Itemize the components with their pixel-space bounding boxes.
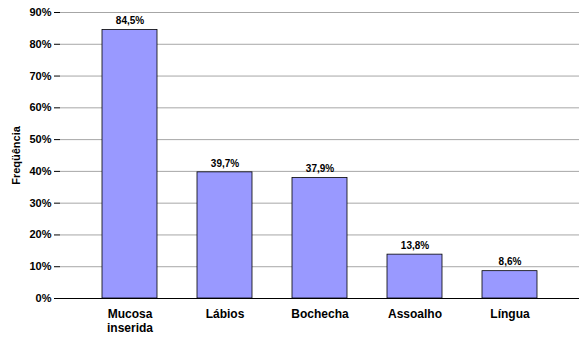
svg-text:60%: 60%	[29, 101, 51, 113]
svg-text:Lábios: Lábios	[206, 307, 245, 321]
svg-text:70%: 70%	[29, 70, 51, 82]
svg-text:8,6%: 8,6%	[499, 256, 522, 267]
svg-text:Freqüência: Freqüência	[10, 125, 22, 185]
svg-text:40%: 40%	[29, 165, 51, 177]
svg-text:Mucosainserida: Mucosainserida	[107, 307, 153, 335]
svg-text:13,8%: 13,8%	[401, 240, 429, 251]
svg-text:50%: 50%	[29, 133, 51, 145]
svg-text:10%: 10%	[29, 260, 51, 272]
svg-text:80%: 80%	[29, 38, 51, 50]
svg-text:Assoalho: Assoalho	[388, 307, 442, 321]
svg-text:20%: 20%	[29, 228, 51, 240]
svg-text:30%: 30%	[29, 197, 51, 209]
svg-text:37,9%: 37,9%	[306, 163, 334, 174]
svg-text:39,7%: 39,7%	[211, 158, 239, 169]
svg-text:90%: 90%	[29, 6, 51, 18]
svg-text:84,5%: 84,5%	[116, 15, 144, 26]
svg-text:0%: 0%	[36, 292, 52, 304]
svg-text:Bochecha: Bochecha	[291, 307, 349, 321]
svg-text:Língua: Língua	[490, 307, 530, 321]
